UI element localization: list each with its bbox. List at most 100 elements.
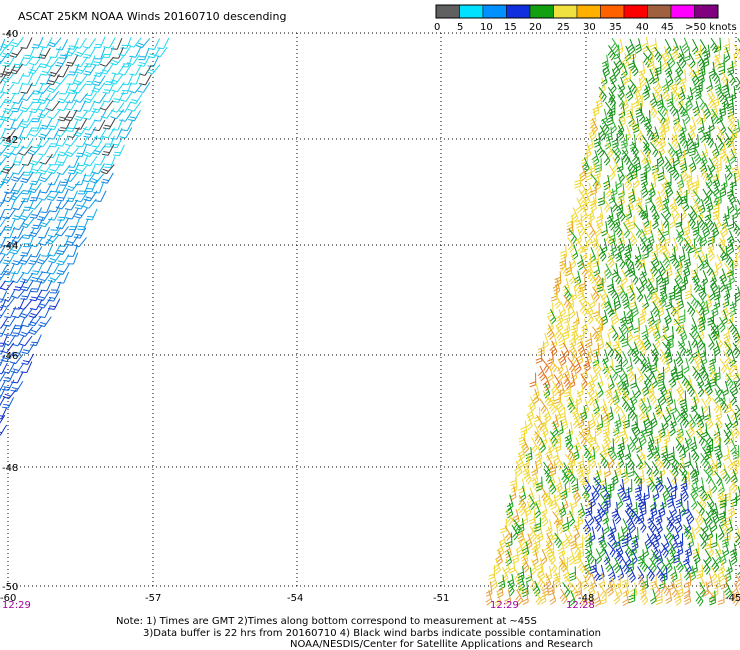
wind-barb [596, 277, 604, 293]
wind-barb [618, 285, 627, 302]
wind-barb [11, 136, 24, 149]
legend-swatch [459, 4, 484, 19]
wind-barb [597, 527, 605, 543]
wind-barb [694, 84, 702, 100]
wind-barb [0, 65, 7, 78]
wind-barb [4, 324, 17, 336]
wind-barb [711, 68, 720, 84]
legend-label: 35 [609, 22, 622, 33]
wind-barb [0, 317, 8, 329]
wind-barb [724, 262, 732, 279]
wind-barb [38, 172, 53, 183]
wind-barb [703, 103, 711, 119]
wind-barb [726, 133, 735, 149]
wind-barb [57, 92, 71, 104]
wind-barb [0, 280, 6, 291]
wind-barb [724, 364, 732, 381]
wind-barb [46, 190, 61, 202]
wind-barb [50, 218, 62, 231]
wind-barb [665, 588, 673, 604]
wind-barb [111, 118, 124, 131]
wind-barb [600, 398, 608, 415]
wind-barb [610, 238, 617, 255]
wind-barb [704, 260, 713, 277]
wind-barb [29, 290, 43, 302]
wind-barb [73, 126, 88, 137]
time-label-right-a: 12:29 [490, 600, 519, 611]
wind-barb [3, 235, 17, 247]
wind-barb [643, 141, 652, 157]
wind-barb [19, 308, 34, 319]
wind-barb [37, 210, 51, 222]
wind-barb [47, 226, 62, 238]
wind-barb [642, 84, 650, 101]
wind-barb [49, 46, 62, 59]
wind-barb [0, 371, 7, 383]
wind-barb [0, 155, 8, 166]
wind-barb [711, 262, 719, 278]
wind-barb [697, 214, 706, 231]
wind-barb [697, 198, 706, 215]
wind-barb [47, 108, 61, 120]
wind-barb [600, 309, 609, 326]
wind-barb [0, 83, 15, 94]
wind-barb [531, 460, 539, 477]
lat-label: -40 [2, 29, 18, 40]
wind-barb [548, 398, 557, 415]
wind-barb [581, 205, 588, 222]
wind-barb [92, 144, 106, 156]
wind-barb [84, 135, 98, 146]
legend-swatch [647, 4, 672, 19]
wind-barb [608, 566, 616, 582]
wind-barb [675, 190, 684, 207]
legend-label: 45 [661, 22, 674, 33]
wind-barb [688, 156, 697, 173]
wind-barb [20, 288, 33, 300]
wind-barb [13, 126, 25, 139]
wind-barb [656, 301, 665, 318]
wind-barb [537, 365, 546, 382]
wind-barb [651, 213, 659, 230]
wind-barb [714, 78, 722, 94]
wind-barb [671, 45, 680, 61]
wind-barbs-right-swath [485, 37, 740, 607]
wind-barb [121, 73, 134, 86]
wind-barb [56, 264, 70, 276]
wind-barb [703, 44, 711, 60]
wind-barb [11, 72, 25, 84]
wind-barb [692, 100, 701, 117]
wind-barb [646, 125, 655, 141]
wind-barb [20, 137, 34, 149]
wind-barb [74, 46, 89, 57]
wind-barb [100, 63, 114, 75]
wind-barb [544, 540, 552, 557]
wind-barb [598, 125, 607, 141]
wind-barb [666, 70, 674, 87]
wind-barb [29, 207, 43, 219]
wind-barb [3, 219, 16, 231]
note-line-2: 3)Data buffer is 22 hrs from 20160710 4)… [143, 628, 601, 639]
wind-barb [102, 46, 114, 58]
wind-barb [592, 253, 599, 268]
legend-swatch [600, 4, 625, 19]
wind-barb [686, 421, 695, 438]
wind-barb [608, 229, 616, 245]
wind-barbs-left-swath [0, 36, 170, 436]
wind-barb [548, 548, 556, 565]
wind-barb [2, 379, 15, 391]
wind-barb [678, 52, 687, 69]
wind-barb [721, 245, 728, 262]
wind-barb [32, 46, 44, 59]
wind-barb [588, 158, 596, 174]
wind-barb [718, 244, 727, 260]
wind-barb [703, 468, 712, 485]
wind-barb [650, 37, 658, 54]
wind-barb [611, 501, 619, 517]
wind-barb [29, 74, 42, 87]
wind-barb [528, 526, 537, 542]
wind-barb [64, 99, 78, 111]
wind-barb [66, 180, 80, 192]
wind-barb [83, 92, 97, 104]
wind-barb [708, 86, 716, 103]
wind-barb [681, 37, 690, 54]
